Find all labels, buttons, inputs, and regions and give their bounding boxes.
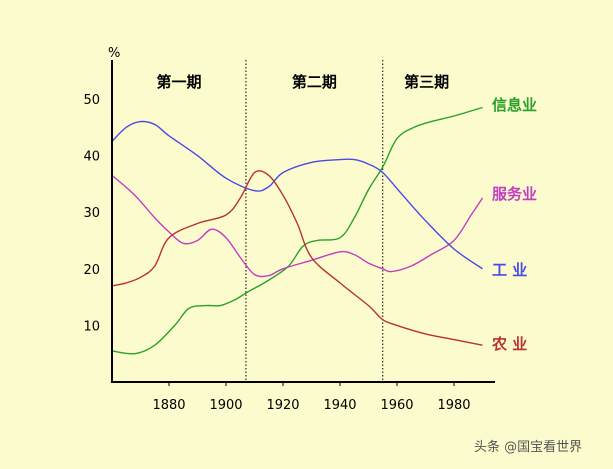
series-label-agriculture: 农 业 <box>491 335 527 353</box>
period-label-1: 第一期 <box>156 73 201 91</box>
series-line-industry <box>111 120 483 270</box>
x-tick-label: 1940 <box>323 398 356 413</box>
y-axis-unit: % <box>108 46 120 61</box>
period-labels: 第一期 第二期 第三期 <box>156 73 449 91</box>
series-line-information <box>111 106 483 355</box>
series-label-industry: 工 业 <box>492 261 527 279</box>
x-tick-label: 1960 <box>380 398 413 413</box>
x-tick-label: 1920 <box>266 398 299 413</box>
period-label-3: 第三期 <box>404 73 449 91</box>
series-line-agriculture <box>111 170 483 346</box>
series-lines <box>111 106 484 355</box>
y-tick-label: 20 <box>83 263 100 278</box>
series-label-service: 服务业 <box>492 185 537 203</box>
axes: % <box>108 46 495 383</box>
watermark-group: 头条 @国宝看世界 <box>474 439 582 455</box>
series-line-service <box>111 174 484 278</box>
x-tick-label: 1880 <box>152 398 185 413</box>
x-tick-label: 1980 <box>437 398 470 413</box>
period-dividers <box>245 60 384 382</box>
y-tick-label: 40 <box>83 150 100 165</box>
tick-labels: 1880 1900 1920 1940 1960 1980 10 20 30 40 50 <box>83 93 470 413</box>
y-tick-label: 50 <box>83 93 100 108</box>
period-label-2: 第二期 <box>292 73 337 91</box>
series-label-information: 信息业 <box>492 96 537 114</box>
x-tick-label: 1900 <box>209 398 242 413</box>
y-tick-label: 30 <box>83 206 100 221</box>
y-tick-label: 10 <box>83 319 100 334</box>
watermark-text: 头条 @国宝看世界 <box>474 439 582 455</box>
